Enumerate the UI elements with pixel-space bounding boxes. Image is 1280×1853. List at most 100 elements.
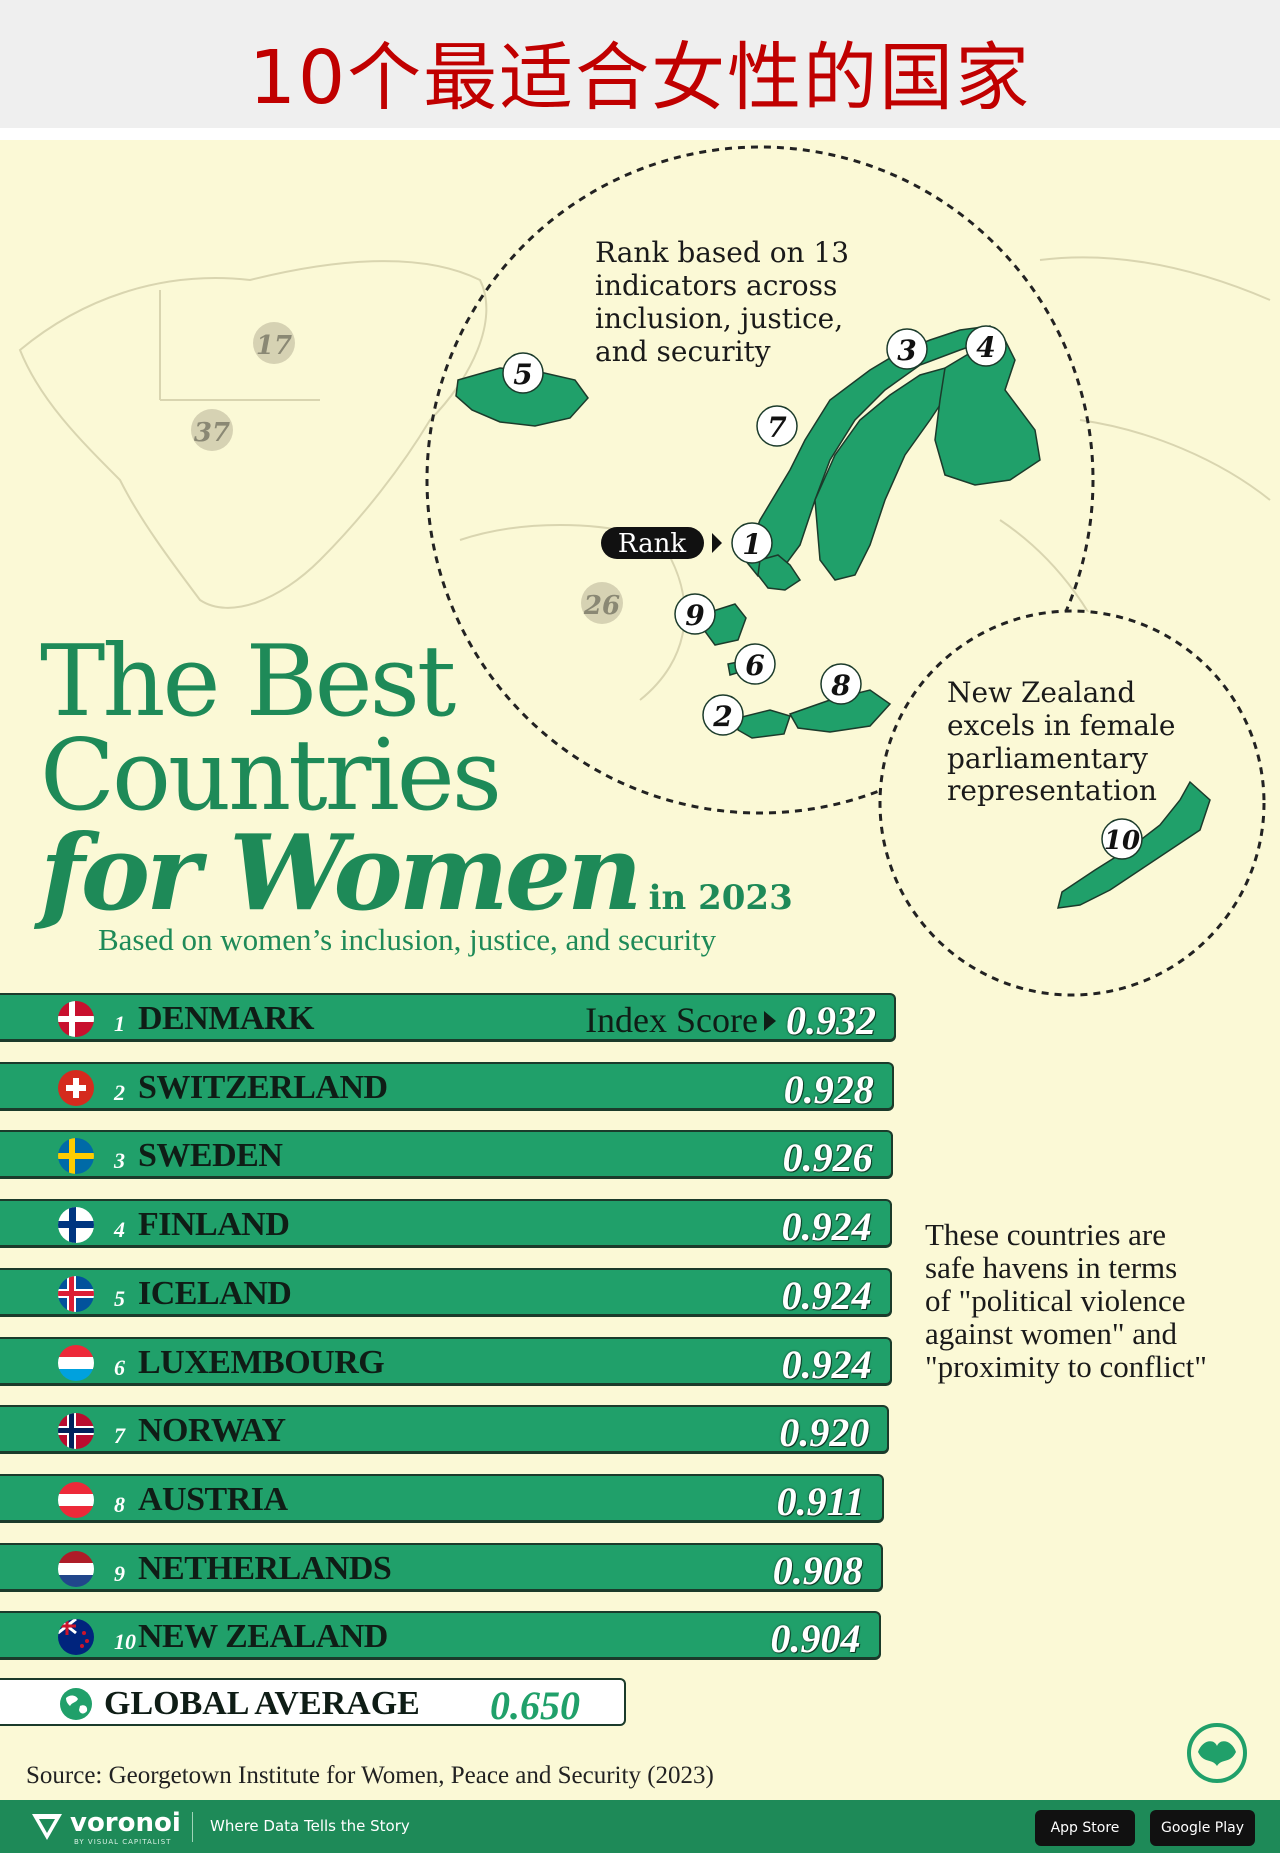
bar-value-label: 0.920	[779, 1410, 870, 1456]
map-rank-10: 10	[1104, 826, 1140, 856]
nordic-callout-circle	[425, 145, 1095, 815]
bar-country-label: DENMARK	[138, 1000, 314, 1037]
app-store-badge[interactable]: App Store	[1035, 1810, 1135, 1846]
rank-tag-label: Rank	[618, 529, 686, 559]
globe-icon	[60, 1688, 92, 1720]
norway-flag-icon	[58, 1413, 94, 1450]
bar-rank: 7	[114, 1423, 125, 1449]
footer-brand: voronoi	[70, 1808, 181, 1838]
bar-row: 3 SWEDEN 0.926	[0, 1130, 893, 1181]
heading-line-1: The Best	[40, 625, 456, 739]
bar-rank: 4	[114, 1217, 125, 1243]
luxembourg-flag-icon	[58, 1344, 94, 1381]
bar-country-label: FINLAND	[138, 1206, 290, 1244]
heading-for-women: for Women	[40, 811, 643, 934]
new-zealand-flag-icon	[58, 1619, 94, 1656]
world-outline	[18, 256, 1271, 701]
bar-rank: 10	[114, 1629, 136, 1655]
bar-value-label: 0.928	[783, 1066, 874, 1112]
rank-marker-26: 26	[583, 591, 620, 621]
bar-row: 7 NORWAY 0.920	[0, 1405, 890, 1456]
svg-text:New Zealand: New Zealand	[947, 676, 1135, 709]
bar-value-label: 0.924	[781, 1272, 872, 1318]
heading-line-3: for Women in 2023	[40, 821, 793, 948]
source-note: Source: Georgetown Institute for Women, …	[26, 1762, 714, 1789]
bar-value-label: 0.926	[782, 1135, 873, 1181]
bar-row: 1 DENMARK Index Score 0.932	[0, 993, 896, 1043]
bar-value-label: 0.904	[770, 1616, 861, 1662]
svg-text:inclusion, justice,: inclusion, justice,	[595, 302, 843, 335]
sweden-flag-icon	[58, 1138, 94, 1175]
bar-country-label: LUXEMBOURG	[138, 1343, 385, 1381]
bar-row: 9 NETHERLANDS 0.908	[0, 1542, 883, 1593]
chart-heading: The Best Countries for Women in 2023	[40, 625, 793, 948]
nordic-callout-text: Rank based on 13 indicators across inclu…	[595, 236, 849, 368]
bar-rank: 1	[114, 1011, 125, 1036]
bar-rank: 3	[114, 1148, 125, 1174]
bar-country-label: SWITZERLAND	[138, 1068, 388, 1106]
bar-country-label: NEW ZEALAND	[138, 1618, 388, 1656]
page-title: 10个最适合女性的国家	[248, 35, 1032, 121]
bar-rank: 2	[114, 1079, 125, 1105]
svg-text:and security: and security	[595, 335, 771, 368]
other-rank-markers: 17 37 26	[191, 322, 623, 624]
nz-callout-text: New Zealand excels in female parliamenta…	[947, 676, 1175, 807]
footer-brand-sub: BY VISUAL CAPITALIST	[74, 1838, 172, 1846]
map-rank-5: 5	[513, 358, 532, 391]
bar-row: 10 NEW ZEALAND 0.904	[0, 1611, 881, 1662]
index-arrow-icon	[764, 1011, 776, 1031]
map-rank-6: 6	[745, 649, 764, 682]
bar-value-label: 0.924	[781, 1204, 872, 1250]
footer-bar: voronoi BY VISUAL CAPITALIST Where Data …	[0, 1800, 1280, 1853]
bar-country-label: NORWAY	[138, 1412, 286, 1450]
global-average-label: GLOBAL AVERAGE	[104, 1685, 420, 1722]
side-note: These countries are safe havens in terms…	[925, 1217, 1207, 1384]
rank-marker-37: 37	[194, 418, 230, 448]
top-banner: 10个最适合女性的国家	[0, 0, 1280, 128]
bar-country-label: SWEDEN	[138, 1137, 283, 1175]
nz-callout-circle	[878, 609, 1266, 997]
bar-row: 2 SWITZERLAND 0.928	[0, 1061, 894, 1112]
bar-rank: 5	[114, 1285, 125, 1311]
map-rank-1: 1	[742, 528, 761, 561]
svg-text:Rank based on 13: Rank based on 13	[595, 236, 849, 269]
finland-flag-icon	[58, 1207, 94, 1244]
switzerland-shape	[737, 709, 791, 739]
map-rank-3: 3	[897, 334, 916, 367]
bar-country-label: NETHERLANDS	[138, 1549, 392, 1587]
map-rank-9: 9	[685, 599, 704, 632]
bar-row: 4 FINLAND 0.924	[0, 1199, 892, 1250]
svg-text:indicators across: indicators across	[595, 269, 837, 302]
austria-flag-icon	[58, 1481, 94, 1518]
svg-text:parliamentary: parliamentary	[947, 742, 1148, 775]
denmark-shape	[757, 554, 802, 591]
netherlands-flag-icon	[58, 1550, 94, 1587]
voronoi-logo-icon	[32, 1814, 62, 1840]
footer-tagline: Where Data Tells the Story	[210, 1817, 410, 1835]
chart-subtitle: Based on women’s inclusion, justice, and…	[98, 922, 717, 957]
bar-value-label: 0.911	[776, 1478, 865, 1524]
global-average-row: GLOBAL AVERAGE 0.650	[0, 1678, 626, 1728]
footer-separator	[192, 1812, 193, 1842]
heading-line-2: Countries	[40, 719, 502, 833]
bar-value-label: 0.908	[772, 1547, 863, 1593]
index-score-label: Index Score	[585, 1000, 758, 1040]
svg-text:representation: representation	[947, 774, 1157, 807]
map-rank-badges: 5 3 4 7 1 9 6 8 2 10	[502, 325, 1143, 860]
heading-year: in 2023	[648, 878, 793, 918]
map-rank-8: 8	[830, 669, 850, 702]
sweden-shape	[814, 367, 951, 581]
bar-rank: 8	[114, 1491, 125, 1517]
bar-country-label: AUSTRIA	[138, 1480, 288, 1518]
bar-row: 8 AUSTRIA 0.911	[0, 1473, 885, 1524]
bar-row: 6 LUXEMBOURG 0.924	[0, 1336, 892, 1387]
svg-text:excels in female: excels in female	[947, 709, 1175, 742]
google-play-badge[interactable]: Google Play	[1150, 1810, 1255, 1846]
map-logo-icon	[1187, 1723, 1247, 1783]
bar-rank: 6	[114, 1354, 125, 1380]
rank-marker-17: 17	[256, 331, 292, 361]
global-average-value: 0.650	[490, 1683, 580, 1728]
bar-row: 5 ICELAND 0.924	[0, 1267, 892, 1318]
banner-divider	[0, 128, 1280, 140]
iceland-flag-icon	[58, 1275, 94, 1312]
